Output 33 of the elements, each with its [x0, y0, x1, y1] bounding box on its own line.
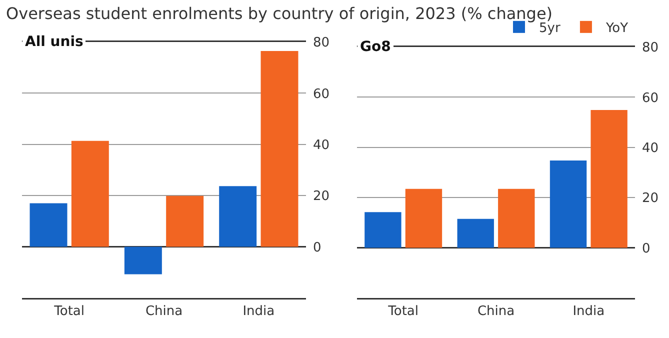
x-tick-label: China	[477, 304, 515, 320]
y-tick-label: 0	[313, 240, 322, 256]
bar	[457, 218, 494, 248]
bar	[364, 212, 402, 248]
bar	[219, 186, 257, 247]
y-tick-label: 40	[313, 138, 330, 153]
bar	[550, 160, 587, 248]
bar	[260, 50, 298, 247]
y-tick-label: 20	[313, 189, 330, 204]
x-tick-label: India	[572, 304, 605, 320]
x-tick-label: China	[145, 304, 183, 320]
chart-subtitle: Go8	[360, 39, 391, 55]
y-tick-label: 20	[642, 191, 659, 206]
x-tick-label: India	[242, 304, 275, 320]
chart-subtitle: All unis	[25, 34, 84, 50]
y-tick-label: 40	[642, 140, 659, 156]
y-tick-label: 80	[313, 36, 330, 51]
x-tick-label: Total	[53, 304, 85, 320]
y-tick-label: 60	[313, 86, 330, 102]
bar	[124, 246, 162, 274]
y-tick-label: 0	[642, 241, 650, 256]
x-tick-label: Total	[387, 304, 419, 320]
bar	[498, 188, 535, 248]
bar	[405, 188, 442, 248]
legend-label: YoY	[604, 21, 628, 36]
y-tick-label: 80	[642, 40, 659, 56]
legend-label: 5yr	[539, 21, 561, 36]
chart-title: Overseas student enrolments by country of origin, 2023 (% change)	[6, 4, 553, 23]
bar	[71, 140, 109, 247]
bar	[590, 110, 628, 248]
y-tick-label: 60	[642, 90, 659, 106]
bar	[166, 196, 204, 247]
bar	[30, 203, 68, 247]
